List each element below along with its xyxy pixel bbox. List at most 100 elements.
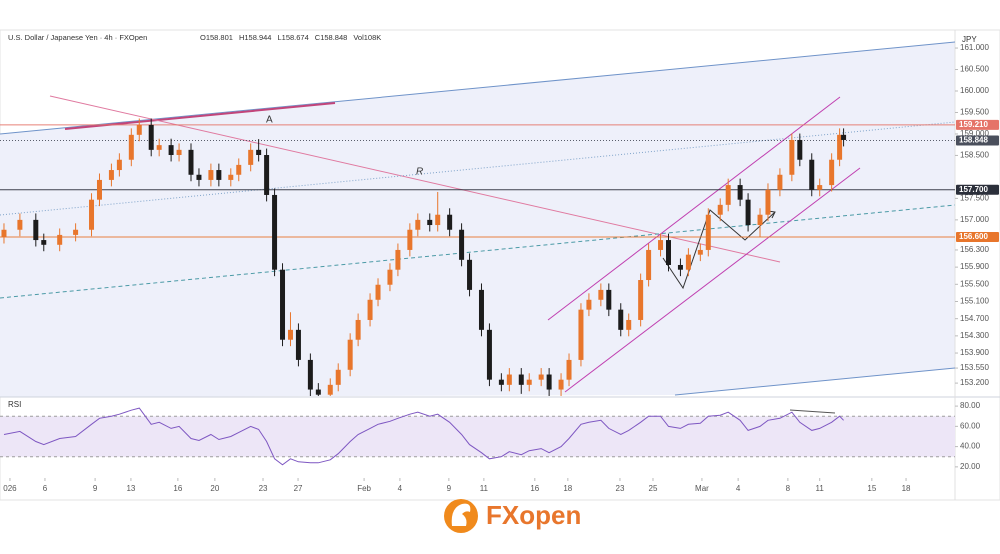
x-tick-label: 20 (210, 484, 219, 493)
candle-body (666, 240, 671, 265)
candle-body (415, 219, 421, 230)
ohlc-readout: O158.801 H158.944 L158.674 C158.848 Vol108K (200, 33, 381, 42)
candle-body (375, 284, 381, 300)
candle-body (407, 229, 413, 250)
y-tick-label: 158.500 (960, 151, 989, 160)
candle-body (697, 249, 703, 255)
candle-body (387, 269, 393, 285)
candle-body (355, 319, 361, 340)
candle-body (116, 159, 122, 171)
x-tick-label: 13 (126, 484, 135, 493)
candle-body (335, 369, 341, 385)
candle-body (148, 124, 154, 150)
candle-body (427, 219, 433, 226)
level-tag (956, 232, 999, 243)
rsi-pane (0, 407, 955, 466)
candle-body (327, 384, 333, 395)
x-tick-label: 23 (259, 484, 268, 493)
candle-body (287, 329, 293, 340)
x-tick-label: 23 (616, 484, 625, 493)
candle-body (108, 170, 114, 180)
rsi-tick-label: 80.00 (960, 401, 981, 410)
candle-body (658, 240, 664, 250)
candle-body (638, 280, 644, 320)
candle-body (367, 299, 373, 320)
y-tick-label: 156.300 (960, 245, 989, 254)
candle-body (478, 289, 484, 330)
candle-body (546, 374, 552, 390)
rsi-label: RSI (8, 400, 21, 409)
candle-body (837, 134, 843, 160)
x-tick-label: Feb (357, 484, 371, 493)
candle-body (156, 145, 162, 150)
candle-body (538, 374, 544, 380)
y-tick-label: 153.200 (960, 378, 989, 387)
x-tick-label: 9 (447, 484, 452, 493)
ohlc-value: C158.848 (315, 33, 348, 42)
x-tick-label: 11 (816, 484, 825, 493)
candle-body (737, 185, 743, 200)
trend-line (674, 367, 955, 396)
candle-body (176, 149, 182, 156)
x-tick-label: 27 (294, 484, 303, 493)
ohlc-value: Vol108K (353, 33, 381, 42)
candle-body (526, 379, 532, 385)
candle-body (777, 174, 783, 190)
candle-body (705, 214, 711, 250)
x-tick-label: 4 (736, 484, 741, 493)
x-tick-label: 15 (867, 484, 876, 493)
candle-body (626, 319, 632, 330)
x-tick-label: 16 (530, 484, 539, 493)
x-tick-label: 9 (93, 484, 98, 493)
candle-body (447, 214, 453, 230)
currency: JPY (962, 35, 977, 44)
logo: FXopen (444, 499, 581, 533)
candle-body (395, 249, 401, 270)
candle-body (236, 164, 242, 175)
brand: FXopen (486, 500, 581, 530)
x-tick-label: 25 (649, 484, 658, 493)
candle-body (307, 359, 313, 390)
annotation: R (416, 167, 423, 178)
y-tick-label: 154.300 (960, 331, 989, 340)
candle-body (717, 204, 723, 215)
candle-body (435, 214, 441, 226)
logo-mark (451, 503, 471, 526)
candle-body (841, 134, 847, 140)
y-tick-label: 161.000 (960, 43, 989, 52)
x-tick-label: 18 (563, 484, 572, 493)
rsi-divergence-line (789, 409, 836, 414)
candle-body (578, 309, 584, 360)
candle-body (797, 139, 803, 160)
candle-body (467, 259, 473, 290)
candle-body (33, 219, 39, 241)
x-tick-label: 18 (902, 484, 911, 493)
candle-body (646, 249, 652, 281)
symbol: U.S. Dollar / Japanese Yen · 4h · FXOpen (8, 33, 147, 42)
level-label: 157.700 (959, 185, 988, 194)
candle-body (136, 124, 142, 135)
ohlc-value: H158.944 (239, 33, 272, 42)
level-label: 158.848 (959, 136, 988, 145)
candle-body (459, 229, 465, 260)
candle-body (264, 155, 270, 195)
level-tag (956, 135, 999, 146)
rsi-tick-label: 20.00 (960, 462, 981, 471)
candle-body (745, 199, 751, 226)
candle-body (208, 170, 214, 180)
y-tick-label: 160.000 (960, 86, 989, 95)
candle-body (96, 179, 102, 200)
candle-body (566, 359, 572, 380)
candle-body (272, 194, 278, 270)
channel-line (547, 96, 841, 321)
candle-body (128, 134, 134, 160)
x-tick-label: 4 (398, 484, 403, 493)
x-tick-label: 11 (480, 484, 489, 493)
ohlc-value: L158.674 (277, 33, 308, 42)
candle-body (17, 219, 23, 230)
candle-body (725, 185, 731, 205)
trend-line (0, 204, 955, 299)
candle-body (817, 185, 823, 190)
candle-body (765, 189, 771, 215)
